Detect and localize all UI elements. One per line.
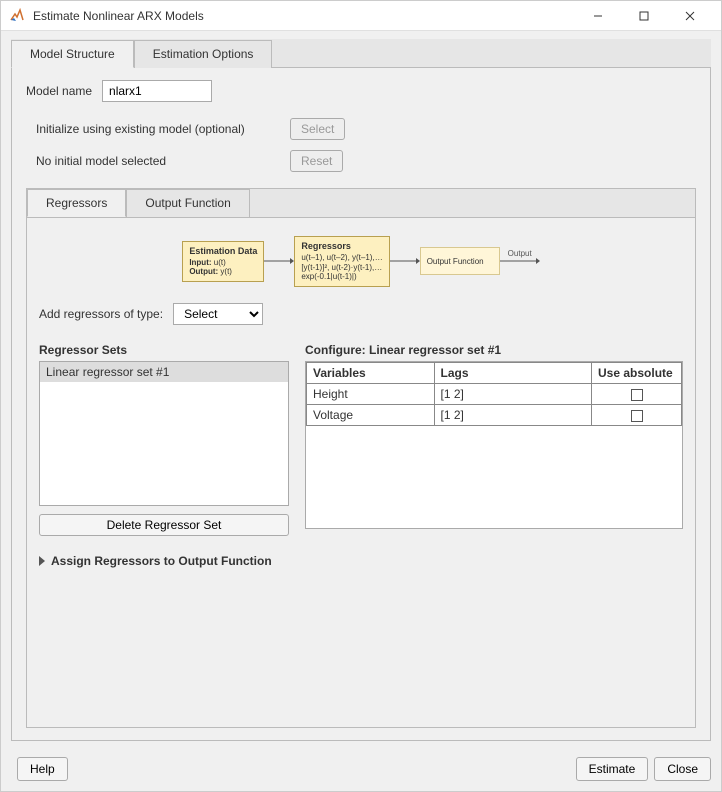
col-lags: Lags — [434, 362, 592, 383]
close-window-button[interactable] — [667, 1, 713, 31]
init-model-status: No initial model selected — [36, 154, 290, 168]
cell-variable[interactable]: Voltage — [307, 404, 435, 425]
inner-tabbar: Regressors Output Function — [26, 188, 696, 217]
estimate-button[interactable]: Estimate — [576, 757, 649, 781]
cell-lags[interactable]: [1 2] — [434, 404, 592, 425]
tab-estimation-options[interactable]: Estimation Options — [134, 40, 273, 68]
list-item[interactable]: Linear regressor set #1 — [40, 362, 288, 382]
configure-header: Configure: Linear regressor set #1 — [305, 343, 683, 357]
col-use-absolute: Use absolute — [592, 362, 682, 383]
tab-regressors[interactable]: Regressors — [27, 189, 126, 217]
col-variables: Variables — [307, 362, 435, 383]
diagram-regressors-box: Regressors u(t–1), u(t–2), y(t–1),… [y(t… — [294, 236, 389, 287]
tab-model-structure[interactable]: Model Structure — [11, 40, 134, 68]
add-regressors-label: Add regressors of type: — [39, 307, 163, 321]
model-name-label: Model name — [26, 84, 92, 98]
select-init-model-button[interactable]: Select — [290, 118, 345, 140]
matlab-logo-icon — [9, 8, 25, 24]
configure-table: Variables Lags Use absolute Height [1 2] — [306, 362, 682, 426]
window-title: Estimate Nonlinear ARX Models — [33, 9, 575, 23]
chevron-right-icon — [39, 556, 45, 566]
minimize-button[interactable] — [575, 1, 621, 31]
reset-init-model-button[interactable]: Reset — [290, 150, 343, 172]
model-name-input[interactable] — [102, 80, 212, 102]
configure-table-wrapper: Variables Lags Use absolute Height [1 2] — [305, 361, 683, 529]
arrow-icon — [264, 255, 294, 267]
main-tabbar: Model Structure Estimation Options — [11, 39, 711, 68]
cell-abs[interactable] — [592, 383, 682, 404]
regressors-panel: Estimation Data Input: u(t) Output: y(t)… — [26, 217, 696, 728]
diagram-output-function-box: Output Function — [420, 247, 500, 275]
checkbox-icon[interactable] — [631, 389, 643, 401]
assign-regressors-expander[interactable]: Assign Regressors to Output Function — [39, 554, 683, 568]
cell-abs[interactable] — [592, 404, 682, 425]
model-structure-panel: Model name Initialize using existing mod… — [11, 68, 711, 741]
flow-diagram: Estimation Data Input: u(t) Output: y(t)… — [39, 236, 683, 287]
diagram-estimation-data-box: Estimation Data Input: u(t) Output: y(t) — [182, 241, 264, 282]
table-row: Height [1 2] — [307, 383, 682, 404]
maximize-button[interactable] — [621, 1, 667, 31]
add-regressors-select[interactable]: Select — [173, 303, 263, 325]
arrow-icon: Output — [500, 255, 540, 267]
help-button[interactable]: Help — [17, 757, 68, 781]
regressor-sets-header: Regressor Sets — [39, 343, 289, 357]
cell-lags[interactable]: [1 2] — [434, 383, 592, 404]
table-header-row: Variables Lags Use absolute — [307, 362, 682, 383]
cell-variable[interactable]: Height — [307, 383, 435, 404]
arrow-icon — [390, 255, 420, 267]
close-button[interactable]: Close — [654, 757, 711, 781]
titlebar: Estimate Nonlinear ARX Models — [1, 1, 721, 31]
table-row: Voltage [1 2] — [307, 404, 682, 425]
checkbox-icon[interactable] — [631, 410, 643, 422]
tab-output-function[interactable]: Output Function — [126, 189, 249, 217]
init-model-label: Initialize using existing model (optiona… — [36, 122, 290, 136]
delete-regressor-set-button[interactable]: Delete Regressor Set — [39, 514, 289, 536]
footer: Help Estimate Close — [1, 749, 721, 791]
regressor-sets-listbox[interactable]: Linear regressor set #1 — [39, 361, 289, 506]
